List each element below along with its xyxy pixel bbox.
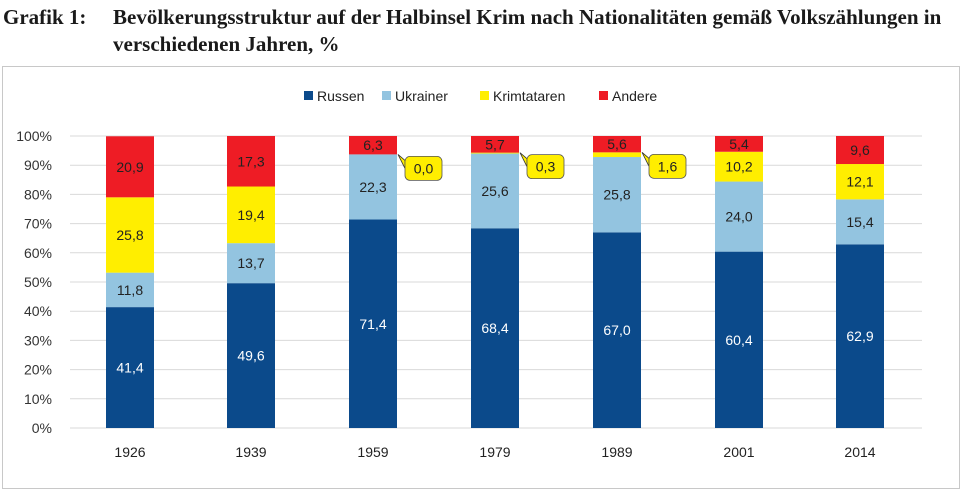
data-label: 11,8	[117, 282, 143, 298]
data-label: 60,4	[725, 332, 752, 348]
data-label: 19,4	[237, 207, 264, 223]
x-tick-label: 1926	[114, 444, 145, 460]
y-tick-label: 0%	[32, 420, 52, 436]
data-label: 10,2	[725, 159, 752, 175]
x-tick-label: 2014	[844, 444, 875, 460]
bar-segment	[593, 152, 641, 158]
legend-label: Andere	[612, 88, 657, 104]
callout-box	[526, 154, 565, 180]
data-label: 20,9	[116, 159, 143, 175]
data-label: 13,7	[237, 255, 264, 271]
y-tick-label: 80%	[24, 186, 52, 202]
bar-segment	[349, 136, 397, 155]
data-label: 62,9	[846, 328, 873, 344]
bar-segment	[593, 136, 641, 153]
y-tick-label: 50%	[24, 274, 52, 290]
bar-segment	[227, 243, 275, 284]
callout-box	[648, 153, 687, 179]
bar-segment	[227, 136, 275, 187]
caption-label: Grafik 1:	[3, 5, 87, 29]
data-label: 15,4	[846, 214, 873, 230]
y-tick-label: 10%	[24, 391, 52, 407]
bar-segment	[349, 154, 397, 220]
bar-segment	[836, 164, 884, 200]
data-label: 5,6	[607, 136, 627, 152]
bar-segment	[715, 251, 763, 428]
y-tick-label: 100%	[16, 128, 52, 144]
bar-segment	[836, 244, 884, 428]
bar-segment	[593, 157, 641, 233]
bar-segment	[106, 197, 154, 273]
data-label: 6,3	[363, 137, 383, 153]
x-tick-label: 1939	[235, 444, 266, 460]
bar-segment	[593, 232, 641, 428]
legend-label: Russen	[317, 88, 364, 104]
bar-segment	[715, 151, 763, 182]
legend-swatch	[480, 91, 489, 100]
data-label: 25,8	[603, 187, 630, 203]
data-label: 0,3	[536, 159, 556, 175]
bar-segment	[836, 136, 884, 165]
y-tick-label: 30%	[24, 332, 52, 348]
bar-segment	[106, 272, 154, 308]
data-label: 12,1	[846, 174, 873, 190]
data-label: 5,7	[485, 136, 505, 152]
legend-label: Ukrainer	[395, 88, 448, 104]
legend-swatch	[304, 91, 313, 100]
bar-segment	[106, 307, 154, 428]
y-tick-label: 90%	[24, 157, 52, 173]
bar-segment	[471, 136, 519, 153]
x-tick-label: 2001	[723, 444, 754, 460]
y-tick-label: 40%	[24, 303, 52, 319]
data-label: 5,4	[729, 136, 749, 152]
data-label: 49,6	[237, 348, 264, 364]
data-label: 25,8	[116, 227, 143, 243]
bar-segment	[471, 228, 519, 428]
data-label: 25,6	[481, 183, 508, 199]
data-label: 17,3	[237, 153, 264, 169]
data-label: 71,4	[359, 316, 386, 332]
data-label: 24,0	[725, 209, 752, 225]
y-tick-label: 20%	[24, 362, 52, 378]
data-label: 67,0	[603, 322, 630, 338]
bar-segment	[227, 283, 275, 428]
data-label: 41,4	[116, 360, 143, 376]
bar-segment	[836, 199, 884, 245]
data-label: 68,4	[481, 320, 508, 336]
data-label: 0,0	[414, 160, 434, 176]
caption-text: Bevölkerungsstruktur auf der Halbinsel K…	[113, 5, 942, 56]
callout-pointer	[519, 152, 528, 167]
bar-segment	[227, 186, 275, 244]
legend-swatch	[599, 91, 608, 100]
legend-swatch	[382, 91, 391, 100]
bar-segment	[106, 136, 154, 198]
legend-label: Krimtataren	[493, 88, 565, 104]
y-tick-label: 60%	[24, 245, 52, 261]
bar-segment	[471, 153, 519, 229]
bar-segment	[715, 136, 763, 152]
bar-segment	[349, 219, 397, 428]
x-tick-label: 1989	[601, 444, 632, 460]
x-tick-label: 1979	[479, 444, 510, 460]
data-label: 9,6	[850, 142, 870, 158]
data-label: 22,3	[359, 179, 386, 195]
bar-segment	[471, 152, 519, 154]
callout-pointer	[641, 152, 650, 167]
callout-pointer	[397, 154, 406, 169]
data-label: 1,6	[658, 158, 678, 174]
callout-box	[404, 155, 443, 181]
x-tick-label: 1959	[357, 444, 388, 460]
bar-segment	[715, 181, 763, 252]
y-tick-label: 70%	[24, 216, 52, 232]
